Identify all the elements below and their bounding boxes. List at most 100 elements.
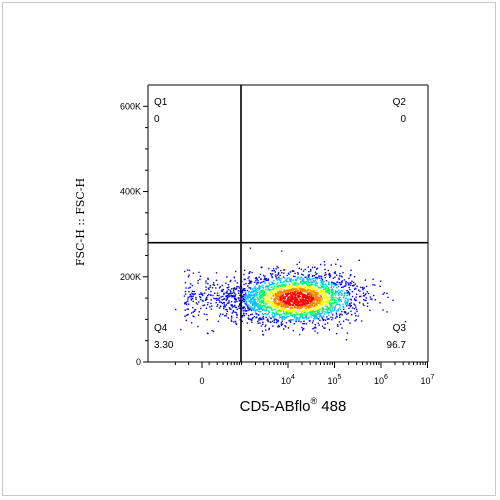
event-dot bbox=[291, 286, 293, 288]
event-dot bbox=[334, 276, 336, 278]
event-dot bbox=[324, 268, 326, 271]
event-dot bbox=[253, 298, 255, 300]
event-dot bbox=[260, 301, 262, 304]
event-dot bbox=[263, 290, 266, 293]
event-dot bbox=[311, 298, 314, 301]
event-dot bbox=[293, 323, 295, 325]
event-dot bbox=[256, 300, 259, 302]
event-dot bbox=[306, 297, 309, 300]
event-dot bbox=[243, 273, 245, 276]
event-dot bbox=[266, 289, 269, 291]
event-dot bbox=[223, 304, 225, 306]
event-dot bbox=[188, 287, 190, 289]
event-dot bbox=[316, 310, 319, 312]
event-dot bbox=[330, 311, 333, 313]
event-dot bbox=[305, 315, 308, 317]
event-dot bbox=[216, 305, 218, 307]
event-dot bbox=[320, 315, 323, 317]
event-dot bbox=[330, 316, 332, 318]
event-dot bbox=[208, 293, 210, 296]
event-dot bbox=[297, 276, 300, 278]
event-dot bbox=[332, 283, 334, 285]
event-dot bbox=[304, 309, 307, 312]
event-dot bbox=[348, 277, 350, 280]
event-dot bbox=[234, 298, 236, 301]
event-dot bbox=[274, 314, 276, 317]
event-dot bbox=[270, 273, 272, 275]
event-dot bbox=[297, 311, 300, 313]
event-dot bbox=[288, 304, 291, 306]
event-dot bbox=[300, 281, 302, 283]
event-dot bbox=[315, 294, 318, 296]
event-dot bbox=[319, 298, 321, 301]
event-dot bbox=[292, 329, 294, 332]
event-dot bbox=[346, 313, 348, 315]
event-dot bbox=[331, 293, 333, 295]
event-dot bbox=[283, 290, 285, 292]
event-dot bbox=[288, 296, 291, 298]
quadrant-name: Q2 bbox=[393, 97, 407, 108]
event-dot bbox=[273, 287, 275, 290]
event-dot bbox=[307, 317, 310, 320]
event-dot bbox=[261, 281, 263, 283]
event-dot bbox=[308, 274, 310, 276]
event-dot bbox=[258, 299, 260, 301]
event-dot bbox=[310, 286, 312, 289]
event-dot bbox=[379, 302, 381, 304]
event-dot bbox=[189, 295, 191, 298]
event-dot bbox=[272, 293, 274, 295]
event-dot bbox=[218, 297, 221, 299]
event-dot bbox=[300, 277, 302, 279]
event-dot bbox=[362, 288, 364, 291]
event-dot bbox=[258, 276, 260, 278]
event-dot bbox=[281, 316, 284, 318]
event-dot bbox=[253, 300, 255, 302]
event-dot bbox=[216, 294, 218, 297]
event-dot bbox=[349, 293, 351, 295]
event-dot bbox=[291, 307, 294, 310]
event-dot bbox=[297, 295, 299, 297]
event-dot bbox=[331, 298, 333, 300]
event-dot bbox=[270, 274, 273, 276]
event-dot bbox=[250, 319, 253, 321]
event-dot bbox=[281, 285, 283, 287]
event-dot bbox=[350, 269, 352, 271]
event-dot bbox=[234, 306, 237, 309]
event-dot bbox=[293, 313, 295, 315]
event-dot bbox=[308, 295, 311, 298]
event-dot bbox=[319, 316, 321, 318]
event-dot bbox=[219, 301, 221, 303]
event-dot bbox=[299, 309, 301, 311]
event-dot bbox=[359, 301, 361, 304]
event-dot bbox=[245, 294, 247, 296]
event-dot bbox=[325, 296, 327, 298]
event-dot bbox=[295, 299, 297, 301]
event-dot bbox=[305, 309, 307, 311]
event-dot bbox=[286, 315, 288, 317]
event-dot bbox=[315, 309, 317, 311]
event-dot bbox=[289, 310, 291, 312]
event-dot bbox=[310, 270, 312, 272]
event-dot bbox=[186, 269, 189, 271]
event-dot bbox=[248, 279, 251, 282]
event-dot bbox=[313, 315, 315, 317]
event-dot bbox=[324, 308, 326, 310]
event-dot bbox=[332, 299, 334, 301]
event-dot bbox=[311, 281, 314, 284]
event-dot bbox=[265, 316, 267, 319]
event-dot bbox=[330, 302, 332, 305]
quadrant-name: Q4 bbox=[154, 323, 168, 334]
event-dot bbox=[256, 309, 258, 311]
event-dot bbox=[235, 298, 237, 301]
event-dot bbox=[290, 290, 292, 292]
event-dot bbox=[252, 296, 254, 299]
event-dot bbox=[273, 270, 275, 272]
event-dot bbox=[285, 304, 287, 306]
event-dot bbox=[226, 298, 228, 300]
event-dot bbox=[211, 305, 213, 307]
event-dot bbox=[290, 307, 292, 309]
event-dot bbox=[307, 302, 309, 305]
event-dot bbox=[228, 295, 230, 298]
event-dot bbox=[349, 284, 352, 286]
